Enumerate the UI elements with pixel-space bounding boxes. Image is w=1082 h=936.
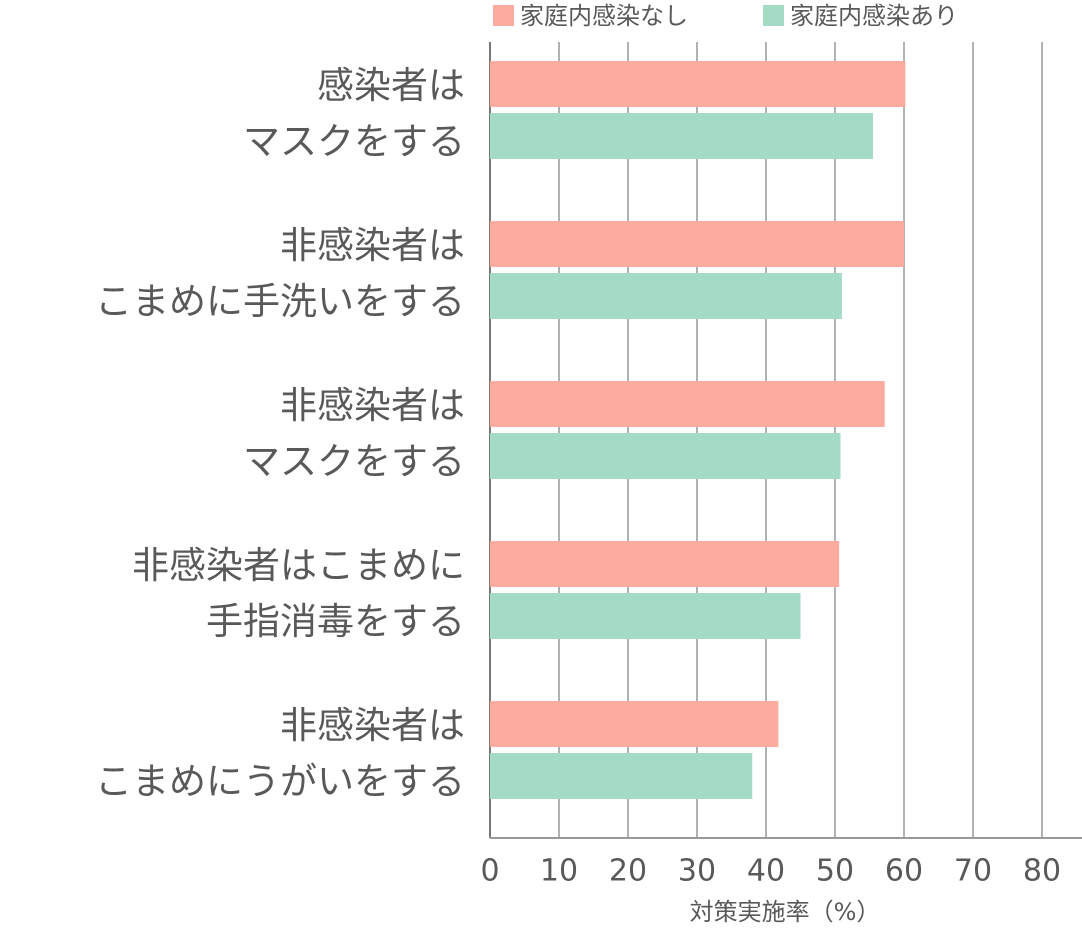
bar (490, 701, 779, 747)
y-tick-label-line: マスクをする (243, 440, 465, 483)
y-tick-label: 非感染者はマスクをする (243, 384, 465, 483)
y-tick-label-line: 非感染者は (280, 704, 465, 747)
y-tick-label-line: こまめに手洗いをする (95, 280, 465, 323)
y-tick-label-line: 手指消毒をする (206, 600, 465, 643)
x-tick-label: 80 (1023, 854, 1061, 889)
y-tick-label: 非感染者はこまめに手指消毒をする (132, 544, 465, 643)
bar (490, 593, 801, 639)
bar (490, 433, 841, 479)
y-tick-label-line: 感染者は (317, 64, 465, 107)
y-tick-label-line: 非感染者はこまめに (132, 544, 465, 587)
x-tick-label: 10 (540, 854, 578, 889)
legend-swatch (493, 5, 514, 26)
bar (490, 541, 840, 587)
y-tick-label-line: マスクをする (243, 120, 465, 163)
bar (490, 753, 753, 799)
x-tick-label: 30 (678, 854, 716, 889)
legend-label: 家庭内感染あり (790, 2, 958, 30)
x-tick-label: 60 (885, 854, 923, 889)
x-axis-title: 対策実施率（%） (690, 898, 881, 926)
y-tick-label: 非感染者はこまめにうがいをする (95, 704, 465, 803)
y-tick-label-line: 非感染者は (280, 224, 465, 267)
bar (490, 273, 842, 319)
bar (490, 381, 885, 427)
x-tick-label: 0 (480, 854, 499, 889)
y-tick-label-line: こまめにうがいをする (95, 760, 465, 803)
x-tick-label: 20 (609, 854, 647, 889)
y-tick-label: 感染者はマスクをする (243, 64, 465, 163)
legend-swatch (763, 5, 784, 26)
bar (490, 221, 904, 267)
x-tick-label: 50 (816, 854, 854, 889)
bar (490, 61, 906, 107)
x-tick-label: 70 (954, 854, 992, 889)
bar (490, 113, 873, 159)
y-tick-label-line: 非感染者は (280, 384, 465, 427)
x-tick-label: 40 (747, 854, 785, 889)
y-tick-label: 非感染者はこまめに手洗いをする (95, 224, 465, 323)
legend-label: 家庭内感染なし (520, 2, 688, 30)
